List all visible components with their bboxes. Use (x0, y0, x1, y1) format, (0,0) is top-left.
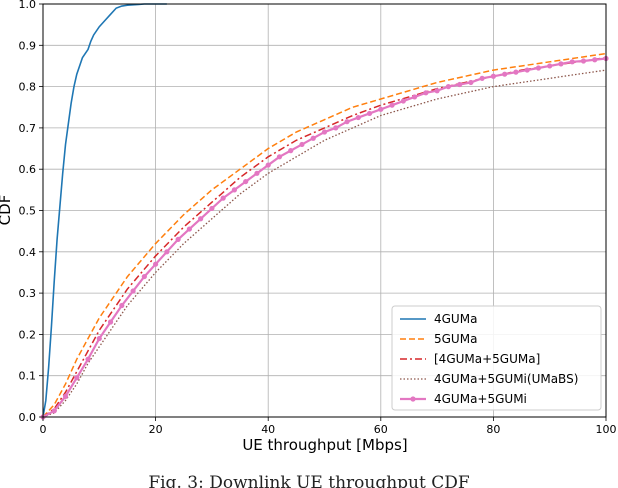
series-point (299, 141, 305, 148)
series-point (479, 75, 485, 81)
series-line (42, 3, 167, 418)
series-point (547, 63, 553, 69)
series-point (411, 94, 418, 100)
x-tick-label: 80 (486, 423, 500, 436)
x-tick-label: 100 (596, 423, 617, 436)
series-3 (42, 56, 607, 418)
x-tick-label: 0 (40, 423, 47, 436)
series-point (400, 98, 406, 104)
series-line (42, 56, 607, 418)
series-point (535, 65, 542, 71)
y-tick-label: 0.7 (19, 122, 37, 135)
y-tick-label: 0.1 (19, 370, 37, 383)
legend: 4GUMa 5GUMa [4GUMa+5GUMa] 4GUMa+5GUMi(UMaBS… (391, 305, 602, 411)
series-point (344, 119, 350, 125)
cdf-chart: 0 20 40 60 80 100 0.0 0.1 0.2 0.3 0.4 0.5 0.6 0.7 0.8 0… (0, 0, 617, 454)
series-point (51, 408, 57, 414)
series-point (164, 249, 170, 255)
series-point (130, 288, 136, 294)
axis-ticks: 0 20 40 60 80 100 0.0 0.1 0.2 0.3 0.4 0.5 0.6 0.7 0.8 0… (19, 0, 617, 436)
figure-caption: Fig. 3: Downlink UE throughput CDF (148, 473, 470, 488)
legend-label: 4GUMa+5GUMi(UMaBS) (434, 372, 578, 386)
series-point (175, 236, 181, 243)
series-point (74, 375, 80, 381)
y-tick-label: 1.0 (19, 0, 37, 11)
series-point (378, 106, 384, 112)
y-tick-label: 0.9 (19, 39, 37, 52)
series-point (502, 71, 508, 77)
x-axis-title: UE throughput [Mbps] (242, 436, 407, 454)
legend-label: 5GUMa (434, 332, 477, 346)
series-point (186, 226, 192, 232)
legend-marker (410, 396, 416, 402)
y-tick-label: 0.8 (19, 81, 37, 94)
series-point (490, 73, 496, 79)
x-tick-label: 40 (261, 423, 275, 436)
series-line (42, 52, 607, 418)
legend-label: 4GUMa+5GUMi (434, 392, 527, 406)
series-point (310, 135, 316, 141)
x-tick-label: 60 (374, 423, 388, 436)
y-tick-label: 0.0 (19, 411, 37, 424)
legend-label: [4GUMa+5GUMa] (434, 352, 540, 366)
series-point (569, 59, 575, 65)
series-point (153, 261, 159, 267)
y-tick-label: 0.5 (19, 205, 37, 218)
series-1 (42, 3, 167, 418)
series-point (220, 195, 226, 201)
series-point (423, 90, 429, 96)
series-2 (42, 52, 607, 418)
series-point (85, 356, 91, 362)
series-point (198, 216, 204, 222)
series-point (468, 79, 474, 86)
series-point (119, 302, 125, 309)
series-point (333, 125, 339, 131)
series-point (96, 335, 102, 342)
y-tick-label: 0.4 (19, 246, 37, 259)
series-point (524, 67, 530, 73)
series-point (445, 84, 451, 90)
series-point (254, 170, 260, 176)
series-5 (40, 55, 609, 420)
series-point (265, 162, 271, 168)
series-point (592, 57, 598, 63)
x-tick-label: 20 (149, 423, 163, 436)
series-point (321, 129, 328, 135)
series-point (62, 393, 69, 399)
series-point (558, 61, 564, 67)
series-point (355, 114, 361, 121)
series-point (434, 88, 440, 94)
series-point (288, 148, 294, 154)
legend-box (391, 305, 602, 411)
series-point (243, 178, 249, 185)
y-tick-label: 0.2 (19, 328, 37, 341)
series-point (389, 102, 395, 108)
y-tick-label: 0.6 (19, 163, 37, 176)
legend-label: 4GUMa (434, 312, 477, 326)
series-point (107, 319, 114, 325)
series-point (209, 205, 215, 212)
series-point (513, 69, 519, 75)
y-tick-label: 0.3 (19, 287, 37, 300)
series-point (366, 110, 373, 117)
series-layer (40, 3, 609, 420)
series-point (231, 187, 238, 193)
series-point (141, 273, 147, 280)
series-point (457, 81, 463, 88)
y-axis-title: CDF (0, 195, 14, 226)
series-point (580, 58, 587, 64)
series-point (276, 154, 283, 160)
